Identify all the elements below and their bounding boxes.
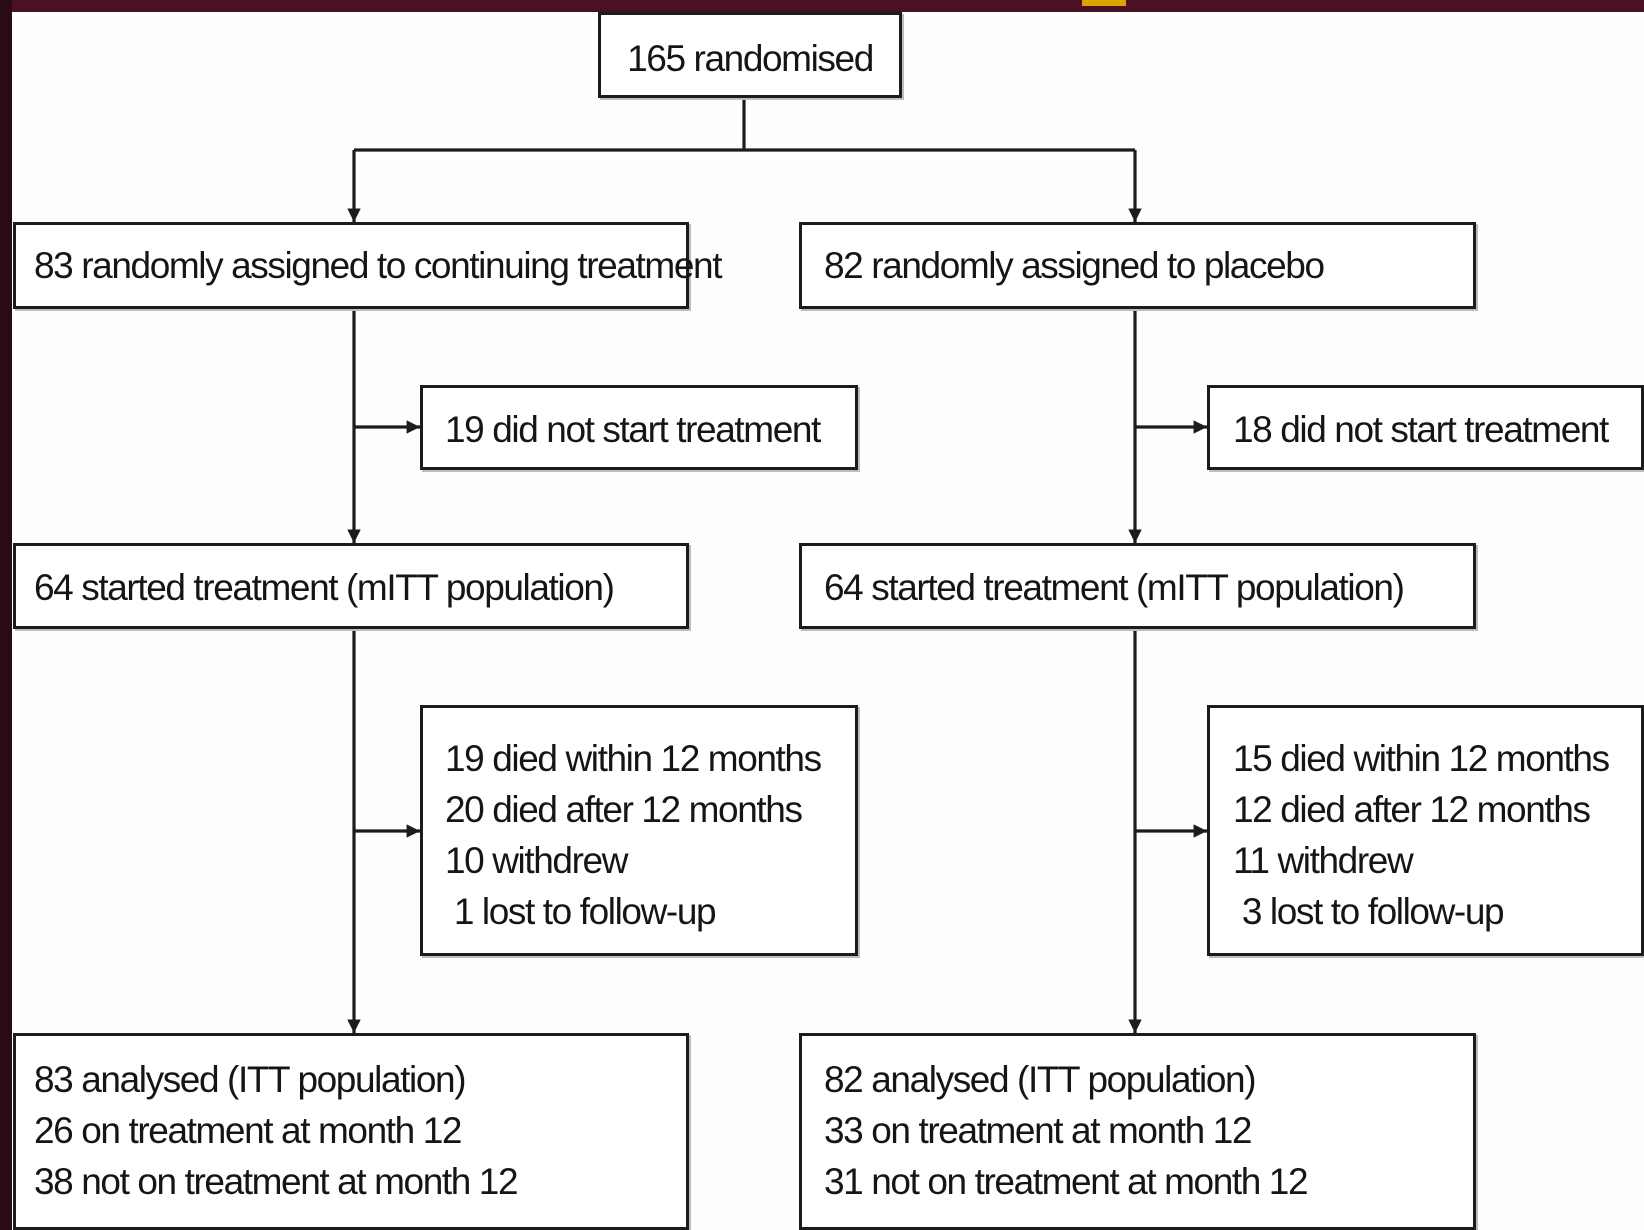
right-started-label: 64 started treatment (mITT population)	[824, 567, 1405, 608]
left-outcomes-box: 19 died within 12 months 20 died after 1…	[420, 705, 858, 956]
right-outcomes-box: 15 died within 12 months 12 died after 1…	[1207, 705, 1644, 956]
right-outcome-line: 3 lost to follow-up	[1233, 891, 1505, 932]
right-not-started-label: 18 did not start treatment	[1233, 409, 1609, 450]
frame-accent	[1082, 0, 1126, 6]
left-assigned-label: 83 randomly assigned to continuing treat…	[34, 245, 722, 286]
right-analysed-box: 82 analysed (ITT population) 33 on treat…	[799, 1033, 1476, 1230]
left-analysed-line: 38 not on treatment at month 12	[34, 1161, 519, 1202]
right-started-box: 64 started treatment (mITT population)	[799, 543, 1476, 629]
right-analysed-line: 33 on treatment at month 12	[824, 1110, 1252, 1151]
randomised-box: 165 randomised	[598, 12, 902, 98]
left-analysed-line: 83 analysed (ITT population)	[34, 1059, 467, 1100]
right-not-started-box: 18 did not start treatment	[1207, 385, 1644, 470]
left-outcome-line: 19 died within 12 months	[445, 738, 822, 779]
right-assigned-label: 82 randomly assigned to placebo	[824, 245, 1325, 286]
left-outcome-line: 20 died after 12 months	[445, 789, 803, 830]
frame-left-border	[0, 0, 12, 1230]
left-not-started-box: 19 did not start treatment	[420, 385, 858, 470]
left-outcome-line: 1 lost to follow-up	[445, 891, 717, 932]
right-outcome-line: 11 withdrew	[1233, 840, 1414, 881]
left-outcome-line: 10 withdrew	[445, 840, 628, 881]
right-analysed-line: 31 not on treatment at month 12	[824, 1161, 1309, 1202]
right-analysed-line: 82 analysed (ITT population)	[824, 1059, 1257, 1100]
left-analysed-line: 26 on treatment at month 12	[34, 1110, 462, 1151]
left-analysed-box: 83 analysed (ITT population) 26 on treat…	[13, 1033, 689, 1230]
frame-top-border	[0, 0, 1644, 12]
left-not-started-label: 19 did not start treatment	[445, 409, 821, 450]
left-assigned-box: 83 randomly assigned to continuing treat…	[13, 222, 722, 309]
right-assigned-box: 82 randomly assigned to placebo	[799, 222, 1476, 309]
left-started-label: 64 started treatment (mITT population)	[34, 567, 615, 608]
randomised-count: 165 randomised	[627, 38, 874, 79]
right-outcome-line: 15 died within 12 months	[1233, 738, 1610, 779]
left-started-box: 64 started treatment (mITT population)	[13, 543, 689, 629]
right-outcome-line: 12 died after 12 months	[1233, 789, 1591, 830]
